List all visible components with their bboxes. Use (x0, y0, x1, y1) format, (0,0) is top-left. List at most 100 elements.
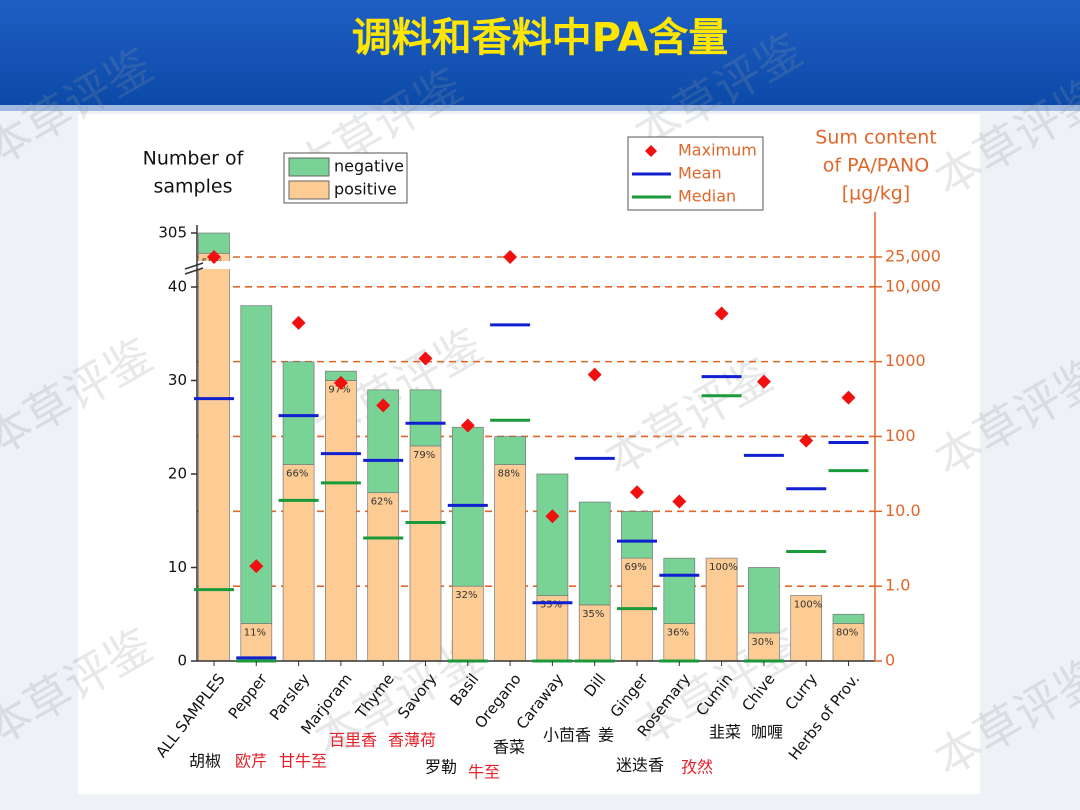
chinese-label: 香菜 (493, 738, 525, 757)
bar-percent-label: 88% (498, 469, 520, 480)
legend-label: Median (678, 187, 736, 206)
max-marker (460, 418, 475, 433)
header-band (0, 0, 1080, 105)
max-marker (418, 351, 433, 366)
y2-tick-label: 1.0 (885, 576, 910, 595)
bar-positive (409, 445, 442, 662)
y-axis-title: samples (154, 176, 233, 198)
bar-percent-label: 66% (286, 469, 308, 480)
y-tick-label: 40 (168, 278, 187, 296)
max-marker (333, 375, 348, 390)
y2-tick-label: 10,000 (885, 276, 941, 295)
bar-percent-label: 97% (328, 385, 350, 396)
chinese-label: 韭菜 (709, 723, 741, 742)
max-marker (587, 367, 602, 382)
bar-positive (705, 557, 738, 662)
y-tick-label: 305 (158, 224, 187, 242)
bar-percent-label: 62% (371, 497, 393, 508)
bar-percent-label: 79% (413, 450, 435, 461)
chinese-label: 咖喱 (751, 723, 783, 742)
header-rule (0, 105, 1080, 111)
bar-percent-label: 35% (582, 609, 604, 620)
bar-positive (367, 492, 400, 662)
bar-percent-label: 36% (667, 628, 689, 639)
max-marker (545, 509, 560, 524)
bar-percent-label: 69% (625, 562, 647, 573)
bar-percent-label: 100% (794, 600, 823, 611)
bar-negative (832, 613, 865, 624)
y2-axis-title: of PA/PANO (823, 155, 929, 177)
bar-negative (578, 501, 611, 606)
legend-marker (645, 145, 657, 157)
max-marker (799, 433, 814, 448)
chinese-label: 胡椒 (189, 752, 221, 771)
y-tick-label: 0 (177, 652, 187, 670)
legend-swatch (288, 157, 330, 177)
legend-label: Maximum (678, 141, 757, 160)
y2-tick-label: 25,000 (885, 247, 941, 266)
bar-negative (367, 389, 400, 494)
chinese-label: 甘牛至 (279, 752, 327, 771)
axis-break-mark (184, 262, 204, 270)
y2-tick-label: 0 (885, 651, 895, 670)
bar-negative (748, 567, 780, 634)
y2-tick-label: 1000 (885, 351, 926, 370)
bar-negative (409, 389, 442, 447)
bar-positive (198, 252, 230, 662)
max-marker (672, 494, 687, 509)
y2-tick-label: 10.0 (885, 501, 921, 520)
legend-label: Mean (678, 164, 722, 183)
max-marker (714, 306, 729, 321)
slide-title: 调料和香料中PA含量 (352, 15, 729, 61)
y2-axis-title: Sum content (815, 127, 936, 149)
max-marker (503, 250, 518, 264)
chinese-label: 孜然 (681, 758, 713, 777)
max-marker (376, 398, 391, 413)
bar-positive (282, 464, 315, 662)
axis-break-gap (183, 261, 233, 269)
y2-axis-title: [µg/kg] (842, 183, 910, 205)
max-marker (756, 374, 771, 389)
bar-percent-label: 30% (751, 637, 773, 648)
bar-negative (536, 473, 569, 596)
bar-percent-label: 35% (540, 600, 562, 611)
chinese-label: 罗勒 (425, 758, 457, 777)
bar-negative (282, 361, 315, 465)
bar-positive (790, 595, 823, 662)
y-tick-label: 30 (168, 371, 187, 389)
chinese-label: 小茴香 (543, 726, 591, 745)
chinese-label: 姜 (598, 726, 614, 745)
max-marker (249, 559, 264, 574)
legend-label: positive (334, 180, 397, 199)
y2-tick-label: 100 (885, 426, 916, 445)
chinese-label: 牛至 (468, 763, 500, 782)
bar-positive (325, 380, 357, 662)
max-marker (207, 250, 221, 264)
y-tick-label: 20 (168, 465, 187, 483)
bar-negative (494, 436, 526, 466)
bar-percent-label: 80% (836, 628, 858, 639)
legend-swatch (288, 180, 330, 200)
max-marker (630, 485, 644, 500)
bar-positive (536, 595, 569, 662)
chinese-label: 迷迭香 (616, 756, 664, 775)
bar-negative (663, 557, 696, 624)
y-axis-title: Number of (143, 148, 245, 170)
max-marker (291, 315, 306, 330)
legend-label: negative (334, 157, 404, 176)
axis-break-mark (184, 267, 204, 275)
bar-negative (240, 305, 273, 624)
y-tick-label: 10 (168, 558, 187, 576)
bar-percent-label: 100% (709, 562, 738, 573)
chinese-label: 欧芹 (235, 752, 267, 771)
chinese-label: 香薄荷 (388, 731, 436, 750)
bar-positive (451, 585, 484, 662)
bar-percent-label: 11% (244, 628, 266, 639)
bar-percent-label: 32% (455, 590, 477, 601)
chart: 58%11%66%97%62%79%32%88%35%35%69%36%100%… (143, 127, 941, 782)
chinese-label: 百里香 (329, 731, 377, 750)
bar-positive (494, 464, 526, 662)
max-marker (841, 390, 856, 405)
